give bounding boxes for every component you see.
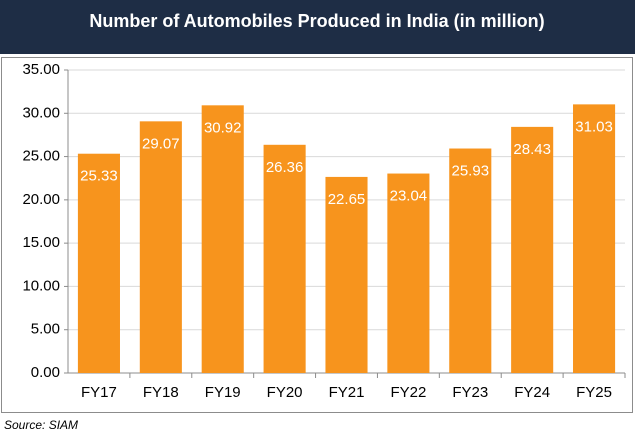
value-label: 28.43 <box>513 141 551 158</box>
y-tick-label: 30.00 <box>22 104 60 121</box>
bar <box>201 105 244 374</box>
bar <box>387 173 430 373</box>
bar <box>77 153 120 373</box>
bar <box>573 104 616 373</box>
title-band <box>0 0 635 54</box>
x-tick-label: FY19 <box>205 384 241 401</box>
value-label: 23.04 <box>390 188 428 205</box>
x-tick-label: FY25 <box>576 384 612 401</box>
bar <box>449 148 492 373</box>
value-label: 25.33 <box>80 168 118 185</box>
bar <box>325 176 368 373</box>
value-label: 31.03 <box>575 118 613 135</box>
x-tick-label: FY21 <box>329 384 365 401</box>
y-tick-label: 35.00 <box>22 61 60 78</box>
y-tick-label: 0.00 <box>31 364 60 381</box>
source-note: Source: SIAM <box>4 418 78 432</box>
x-tick-label: FY22 <box>390 384 426 401</box>
bar <box>139 121 182 374</box>
bar <box>511 126 554 373</box>
y-tick-label: 10.00 <box>22 277 60 294</box>
value-label: 22.65 <box>328 191 366 208</box>
x-tick-label: FY24 <box>514 384 550 401</box>
x-tick-label: FY23 <box>452 384 488 401</box>
y-tick-label: 15.00 <box>22 234 60 251</box>
x-tick-label: FY20 <box>267 384 303 401</box>
x-tick-label: FY17 <box>81 384 117 401</box>
chart-title: Number of Automobiles Produced in India … <box>89 11 544 31</box>
value-label: 26.36 <box>266 159 304 176</box>
x-tick-label: FY18 <box>143 384 179 401</box>
y-tick-label: 20.00 <box>22 191 60 208</box>
value-label: 25.93 <box>452 162 490 179</box>
y-tick-label: 25.00 <box>22 148 60 165</box>
bar <box>263 144 306 373</box>
value-label: 29.07 <box>142 135 180 152</box>
value-label: 30.92 <box>204 119 242 136</box>
y-tick-label: 5.00 <box>31 321 60 338</box>
